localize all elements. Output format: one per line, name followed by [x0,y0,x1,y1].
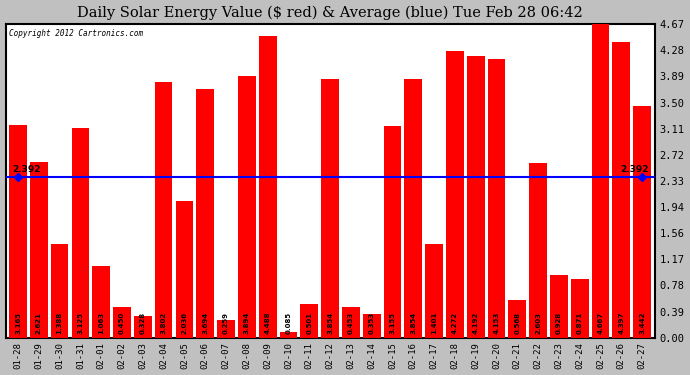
Bar [113,308,131,338]
Bar [404,79,422,338]
Bar [9,125,27,338]
Text: 3.442: 3.442 [639,312,645,334]
Bar [134,316,152,338]
Bar [384,126,402,338]
Bar [217,320,235,338]
Bar [30,162,48,338]
Bar [279,332,297,338]
Text: 2.621: 2.621 [36,312,42,334]
Text: 0.259: 0.259 [223,312,229,334]
Text: 3.854: 3.854 [411,312,416,334]
Text: 0.871: 0.871 [577,312,582,334]
Text: 0.928: 0.928 [556,312,562,334]
Text: Copyright 2012 Cartronics.com: Copyright 2012 Cartronics.com [9,28,143,38]
Text: 3.694: 3.694 [202,312,208,334]
Bar [488,58,505,338]
Text: 4.397: 4.397 [618,312,624,334]
Text: 1.401: 1.401 [431,312,437,334]
Bar [363,314,380,338]
Text: 0.085: 0.085 [286,312,291,334]
Bar [238,76,256,338]
Bar [509,300,526,338]
Text: 0.328: 0.328 [140,312,146,334]
Text: 3.802: 3.802 [161,312,167,334]
Text: 3.155: 3.155 [389,312,395,334]
Bar [72,128,89,338]
Bar [322,79,339,338]
Bar [197,90,214,338]
Bar [613,42,630,338]
Text: 2.392: 2.392 [620,165,649,174]
Text: 4.488: 4.488 [265,312,270,334]
Text: 2.603: 2.603 [535,312,541,334]
Text: 3.125: 3.125 [77,312,83,334]
Bar [259,36,277,338]
Text: 4.667: 4.667 [598,312,604,334]
Text: 0.353: 0.353 [368,312,375,334]
Bar [300,304,318,338]
Text: 4.192: 4.192 [473,312,479,334]
Text: 0.453: 0.453 [348,312,354,334]
Text: 0.450: 0.450 [119,312,125,334]
Bar [550,275,568,338]
Text: 0.568: 0.568 [514,312,520,334]
Bar [425,244,443,338]
Bar [92,266,110,338]
Bar [446,51,464,338]
Bar [633,106,651,338]
Bar [342,307,359,338]
Bar [176,201,193,338]
Bar [155,82,172,338]
Bar [467,56,484,338]
Text: 0.501: 0.501 [306,312,313,334]
Text: 2.392: 2.392 [12,165,40,174]
Text: 4.153: 4.153 [493,312,500,334]
Text: 1.388: 1.388 [57,312,63,334]
Text: 3.854: 3.854 [327,312,333,334]
Text: 3.894: 3.894 [244,312,250,334]
Text: 4.272: 4.272 [452,312,458,334]
Bar [571,279,589,338]
Bar [591,24,609,338]
Title: Daily Solar Energy Value ($ red) & Average (blue) Tue Feb 28 06:42: Daily Solar Energy Value ($ red) & Avera… [77,6,583,20]
Bar [51,244,68,338]
Text: 2.036: 2.036 [181,312,188,334]
Text: 3.165: 3.165 [15,312,21,334]
Text: 1.063: 1.063 [98,312,104,334]
Bar [529,163,547,338]
